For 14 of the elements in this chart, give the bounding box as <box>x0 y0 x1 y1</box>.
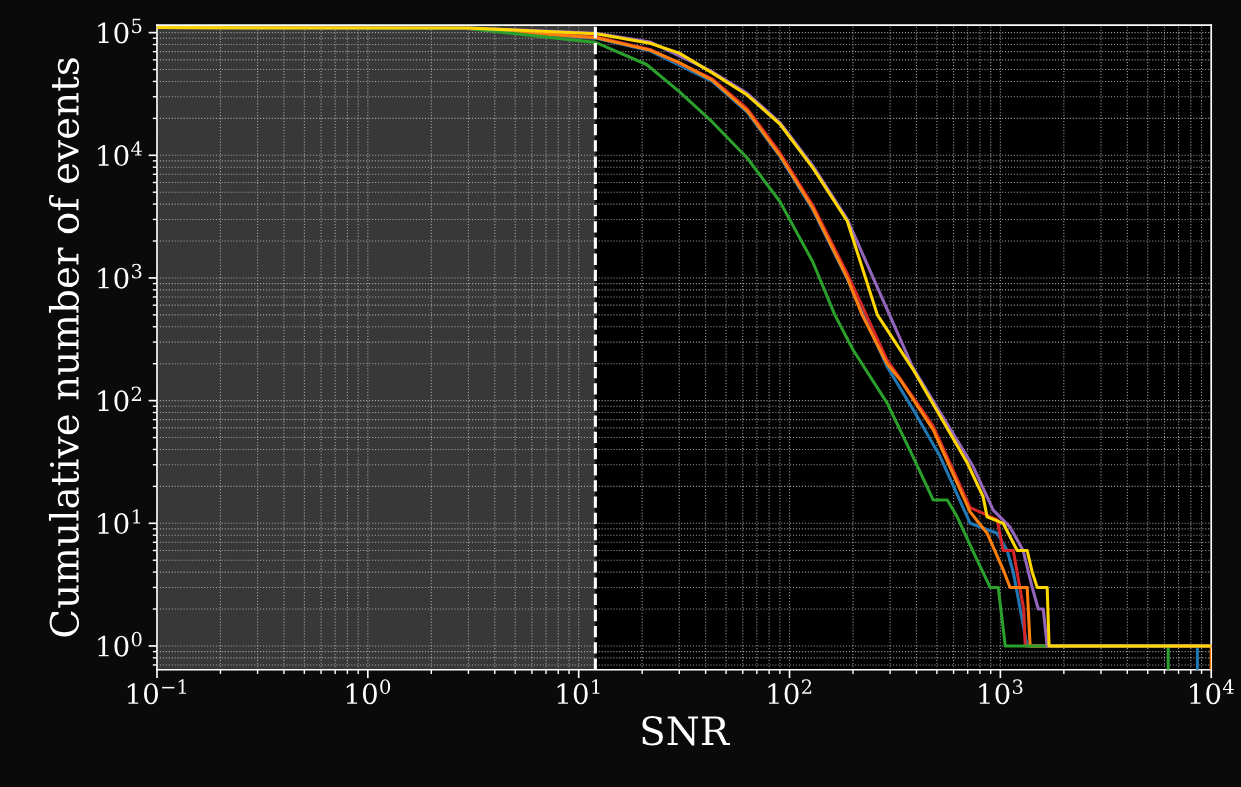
x-tick-label: 10$^{2}$ <box>768 679 812 705</box>
y-tick-label: 10$^{5}$ <box>98 18 142 44</box>
y-tick-label: 10$^{3}$ <box>98 263 142 289</box>
y-tick-label: 10$^{1}$ <box>98 509 141 535</box>
y-tick-label: 10$^{4}$ <box>98 141 142 167</box>
y-tick-label: 10$^{0}$ <box>98 631 142 657</box>
x-tick-label: 10$^{3}$ <box>979 679 1023 705</box>
x-tick-label: 10$^{1}$ <box>557 679 600 705</box>
y-axis-title: Cumulative number of events <box>48 58 80 637</box>
x-axis-title: SNR <box>642 716 731 746</box>
x-tick-label: 10$^{−1}$ <box>127 679 186 705</box>
x-tick-label: 10$^{0}$ <box>346 679 391 705</box>
y-tick-label: 10$^{2}$ <box>98 386 141 412</box>
x-tick-label: 10$^{4}$ <box>1190 679 1234 705</box>
